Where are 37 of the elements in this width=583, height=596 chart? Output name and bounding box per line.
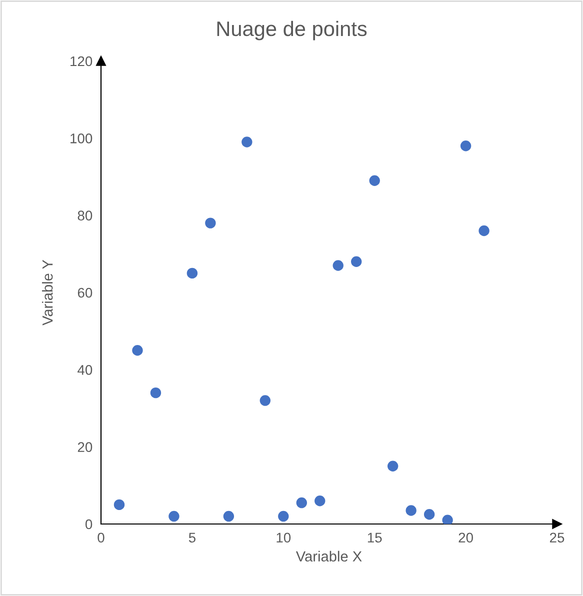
x-tick-label: 25 <box>550 532 564 543</box>
x-tick-label: 0 <box>98 532 104 543</box>
point <box>406 505 416 516</box>
point <box>114 499 125 510</box>
point <box>442 514 453 524</box>
y-tick-label: 0 <box>85 519 92 530</box>
point <box>150 387 162 398</box>
point <box>242 136 252 148</box>
x-axis-title: Variable X <box>296 550 362 562</box>
point <box>314 495 326 506</box>
point <box>351 256 362 267</box>
point <box>223 510 234 522</box>
point <box>186 268 198 279</box>
point <box>205 218 216 228</box>
point <box>424 509 435 520</box>
y-tick-label: 60 <box>78 288 92 298</box>
x-tick-label: 10 <box>276 532 291 543</box>
point <box>478 225 490 236</box>
y-tick-label: 80 <box>78 210 92 221</box>
y-tick-label: 20 <box>78 442 92 452</box>
y-tick-label: 40 <box>78 365 92 375</box>
point <box>332 260 344 271</box>
point <box>387 460 398 472</box>
point <box>168 510 180 522</box>
y-axis-title: Variable Y <box>42 260 53 326</box>
y-tick-label: 120 <box>70 56 92 66</box>
x-tick-label: 5 <box>188 532 196 543</box>
x-tick-label: 20 <box>458 532 473 543</box>
point <box>369 175 380 186</box>
point <box>132 345 143 356</box>
point <box>260 395 271 406</box>
y-tick-label: 100 <box>70 134 92 144</box>
point <box>278 510 289 522</box>
point <box>296 497 307 508</box>
point <box>460 140 472 152</box>
chart-title: Nuage de points <box>217 20 367 40</box>
x-tick-label: 15 <box>368 532 382 543</box>
